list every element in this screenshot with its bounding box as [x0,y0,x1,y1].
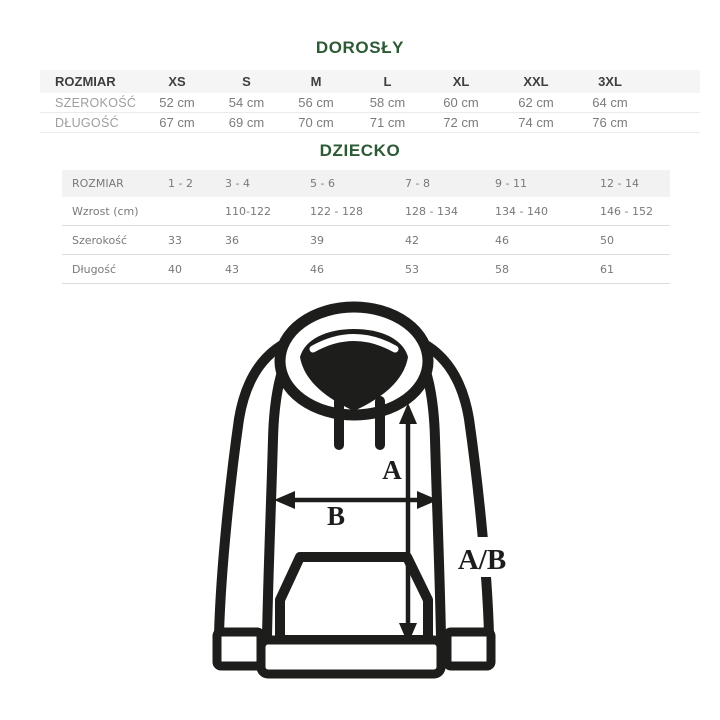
table-cell: 72 cm [443,115,479,130]
column-header: S [242,74,251,89]
column-header: 12 - 14 [600,177,639,190]
table-cell: 134 - 140 [495,204,548,218]
combined-label-ab: A/B [447,537,517,577]
table-cell: 53 [405,262,419,276]
column-header: 7 - 8 [405,177,430,190]
column-header: XS [168,74,186,89]
adult-size-table: ROZMIAR XS S M L XL XXL 3XL SZEROKOŚĆ 52… [40,70,700,133]
table-cell: 71 cm [369,115,406,130]
column-header: XL [452,74,470,89]
table-cell: 60 cm [443,95,479,110]
left-cuff [212,627,266,671]
arrowhead-left-icon [274,491,295,509]
table-cell: 46 [310,262,324,276]
width-arrow-b: B [274,491,438,531]
adult-length-row: DŁUGOŚĆ 67 cm 69 cm 70 cm 71 cm 72 cm 74… [40,113,700,133]
arrowhead-right-icon [417,491,438,509]
table-cell: 39 [310,233,324,247]
table-cell: 62 cm [518,95,554,110]
column-header: 3XL [598,74,622,89]
column-header: ROZMIAR [72,177,124,190]
table-cell: 40 [168,262,182,276]
table-cell: 54 cm [228,95,265,110]
row-label: Szerokość [72,233,128,247]
column-header: 5 - 6 [310,177,335,190]
table-cell: 67 cm [159,115,195,130]
column-header: 9 - 11 [495,177,527,190]
hoodie-measurement-diagram: A B A/B [212,301,517,679]
row-label: Wzrost (cm) [72,204,139,218]
table-cell: 50 [600,233,614,247]
table-cell: 122 - 128 [310,204,363,218]
hem-band [256,635,446,679]
table-cell: 128 - 134 [405,204,458,218]
length-arrow-a: A [382,403,417,644]
table-cell: 58 [495,262,509,276]
table-cell: 69 cm [228,115,265,130]
adult-width-row: SZEROKOŚĆ 52 cm 54 cm 56 cm 58 cm 60 cm … [40,93,700,113]
table-cell: 110-122 [225,204,271,218]
table-cell: 33 [168,233,182,247]
table-cell: 46 [495,233,509,247]
child-section-title: DZIECKO [319,141,401,160]
table-cell: 56 cm [298,95,334,110]
column-header: 3 - 4 [225,177,250,190]
adult-section-title: DOROSŁY [315,38,405,57]
table-cell: 52 cm [159,95,195,110]
row-label: Długość [72,262,117,276]
table-cell: 70 cm [298,115,334,130]
table-cell: 76 cm [592,115,628,130]
child-width-row: Szerokość 33 36 39 42 46 50 [62,226,670,255]
label-a: A [382,455,402,485]
table-cell: 43 [225,262,239,276]
table-cell: 146 - 152 [600,204,653,218]
table-cell: 61 [600,262,614,276]
table-cell: 64 cm [592,95,628,110]
row-label: DŁUGOŚĆ [55,115,119,130]
child-height-row: Wzrost (cm) 110-122 122 - 128 128 - 134 … [62,197,670,226]
child-table-header-row: ROZMIAR 1 - 2 3 - 4 5 - 6 7 - 8 9 - 11 1… [62,170,670,197]
column-header: M [310,74,322,89]
column-header: ROZMIAR [55,74,116,89]
table-cell: 74 cm [518,115,554,130]
table-cell: 58 cm [369,95,406,110]
label-ab: A/B [458,544,506,576]
column-header: L [383,74,392,89]
arrowhead-down-icon [399,623,417,644]
row-label: SZEROKOŚĆ [55,95,137,110]
table-cell: 36 [225,233,239,247]
label-b: B [327,501,345,531]
column-header: 1 - 2 [168,177,193,190]
arrowhead-up-icon [399,403,417,424]
hood [274,301,434,421]
drawstrings [334,396,385,450]
adult-table-header-row: ROZMIAR XS S M L XL XXL 3XL [40,70,700,93]
child-size-table: ROZMIAR 1 - 2 3 - 4 5 - 6 7 - 8 9 - 11 1… [62,170,670,284]
table-cell: 42 [405,233,419,247]
column-header: XXL [523,74,549,89]
child-length-row: Długość 40 43 46 53 58 61 [62,255,670,284]
right-cuff [442,627,496,671]
